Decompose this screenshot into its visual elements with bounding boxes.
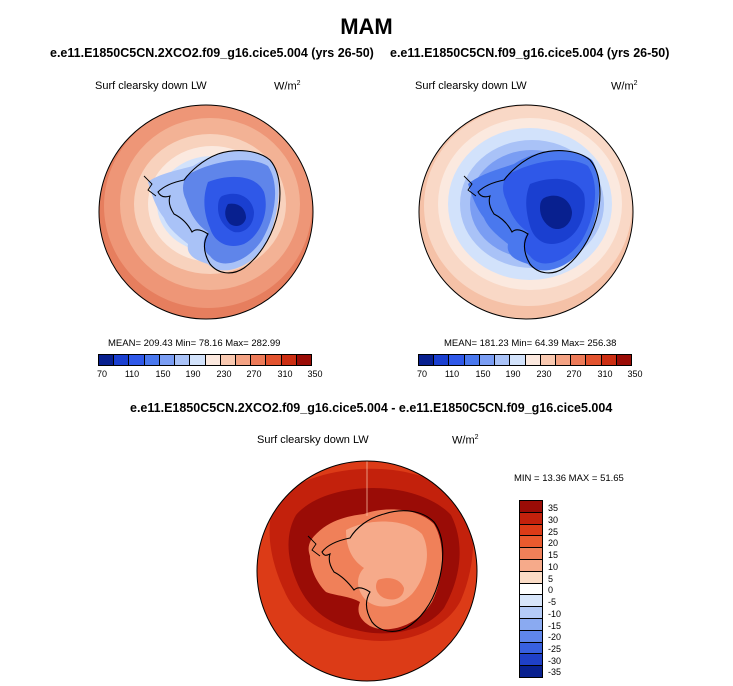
left-stats: MEAN= 209.43 Min= 78.16 Max= 282.99 bbox=[108, 338, 281, 349]
colorbar-swatch bbox=[524, 355, 540, 365]
colorbar-swatch bbox=[280, 355, 296, 365]
colorbar-swatch bbox=[219, 355, 235, 365]
difference-tick: 35 bbox=[548, 503, 559, 513]
colorbar-swatch bbox=[520, 653, 542, 666]
colorbar-swatch bbox=[494, 355, 510, 365]
left-case-title: e.e11.E1850C5CN.2XCO2.f09_g16.cice5.004 … bbox=[50, 46, 374, 60]
difference-tick: -20 bbox=[548, 632, 562, 642]
right-tick: 230 bbox=[536, 369, 552, 379]
difference-tick: 15 bbox=[548, 550, 559, 560]
colorbar-swatch bbox=[520, 523, 542, 536]
difference-tick: 30 bbox=[548, 515, 559, 525]
left-variable-label: Surf clearsky down LW bbox=[95, 80, 207, 92]
colorbar-swatch bbox=[520, 535, 542, 548]
left-tick: 270 bbox=[246, 369, 262, 379]
left-tick: 230 bbox=[216, 369, 232, 379]
colorbar-swatch bbox=[520, 558, 542, 571]
right-tick: 150 bbox=[475, 369, 491, 379]
difference-tick: 10 bbox=[548, 562, 559, 572]
difference-tick: -25 bbox=[548, 644, 562, 654]
colorbar-swatch bbox=[520, 665, 542, 677]
colorbar-swatch bbox=[554, 355, 571, 365]
colorbar-swatch bbox=[189, 355, 205, 365]
colorbar-swatch bbox=[234, 355, 251, 365]
difference-tick: -5 bbox=[548, 597, 557, 607]
colorbar-swatch bbox=[539, 355, 555, 365]
right-case-title: e.e11.E1850C5CN.f09_g16.cice5.004 (yrs 2… bbox=[390, 46, 670, 60]
colorbar-swatch bbox=[520, 582, 542, 595]
right-stats: MEAN= 181.23 Min= 64.39 Max= 256.38 bbox=[444, 338, 617, 349]
difference-polar-map bbox=[256, 460, 478, 682]
colorbar-swatch bbox=[419, 355, 434, 365]
colorbar-swatch bbox=[585, 355, 601, 365]
colorbar-swatch bbox=[143, 355, 159, 365]
colorbar-swatch bbox=[520, 547, 542, 559]
left-tick: 190 bbox=[185, 369, 201, 379]
difference-variable-label: Surf clearsky down LW bbox=[257, 434, 369, 446]
colorbar-swatch bbox=[174, 355, 190, 365]
left-tick: 350 bbox=[307, 369, 323, 379]
right-tick: 110 bbox=[444, 369, 460, 379]
difference-tick: 5 bbox=[548, 574, 554, 584]
colorbar-swatch bbox=[520, 594, 542, 607]
colorbar-swatch bbox=[204, 355, 220, 365]
difference-tick: 0 bbox=[548, 585, 554, 595]
colorbar-swatch bbox=[295, 355, 312, 365]
colorbar-swatch bbox=[520, 570, 542, 583]
colorbar-swatch bbox=[520, 501, 542, 512]
difference-tick: -10 bbox=[548, 609, 562, 619]
colorbar-swatch bbox=[463, 355, 479, 365]
left-tick: 70 bbox=[96, 369, 107, 379]
left-tick: 110 bbox=[124, 369, 140, 379]
difference-title: e.e11.E1850C5CN.2XCO2.f09_g16.cice5.004 … bbox=[130, 401, 613, 415]
right-variable-label: Surf clearsky down LW bbox=[415, 80, 527, 92]
right-colorbar bbox=[418, 354, 632, 366]
left-colorbar-ticks: 70 110 150 190 230 270 310 350 bbox=[97, 369, 323, 381]
colorbar-swatch bbox=[99, 355, 114, 365]
right-tick: 70 bbox=[416, 369, 427, 379]
right-tick: 310 bbox=[597, 369, 613, 379]
colorbar-swatch bbox=[615, 355, 632, 365]
colorbar-swatch bbox=[570, 355, 586, 365]
right-tick: 190 bbox=[505, 369, 521, 379]
difference-stats: MIN = 13.36 MAX = 51.65 bbox=[514, 473, 624, 484]
difference-units: W/m2 bbox=[452, 434, 479, 447]
left-polar-map bbox=[98, 104, 314, 320]
colorbar-swatch bbox=[520, 606, 542, 618]
colorbar-swatch bbox=[520, 641, 542, 654]
colorbar-swatch bbox=[478, 355, 495, 365]
colorbar-swatch bbox=[265, 355, 281, 365]
colorbar-swatch bbox=[520, 617, 542, 630]
difference-colorbar-ticks: 35 30 25 20 15 10 5 0 -5 -10 -15 -20 -25… bbox=[548, 500, 578, 678]
colorbar-swatch bbox=[448, 355, 464, 365]
colorbar-swatch bbox=[158, 355, 175, 365]
right-tick: 350 bbox=[627, 369, 643, 379]
figure-title: MAM bbox=[340, 14, 393, 39]
difference-tick: 25 bbox=[548, 527, 559, 537]
left-tick: 310 bbox=[277, 369, 293, 379]
right-tick: 270 bbox=[566, 369, 582, 379]
right-polar-map bbox=[418, 104, 634, 320]
difference-tick: -35 bbox=[548, 667, 562, 677]
difference-colorbar bbox=[519, 500, 543, 678]
difference-tick: -30 bbox=[548, 656, 562, 666]
difference-tick: 20 bbox=[548, 538, 559, 548]
left-units: W/m2 bbox=[274, 80, 301, 93]
difference-tick: -15 bbox=[548, 621, 562, 631]
colorbar-swatch bbox=[250, 355, 266, 365]
left-colorbar bbox=[98, 354, 312, 366]
right-units: W/m2 bbox=[611, 80, 638, 93]
left-tick: 150 bbox=[155, 369, 171, 379]
colorbar-swatch bbox=[509, 355, 525, 365]
colorbar-swatch bbox=[113, 355, 129, 365]
colorbar-swatch bbox=[520, 511, 542, 524]
right-colorbar-ticks: 70 110 150 190 230 270 310 350 bbox=[417, 369, 643, 381]
colorbar-swatch bbox=[520, 629, 542, 642]
colorbar-swatch bbox=[600, 355, 616, 365]
colorbar-swatch bbox=[128, 355, 144, 365]
colorbar-swatch bbox=[433, 355, 449, 365]
